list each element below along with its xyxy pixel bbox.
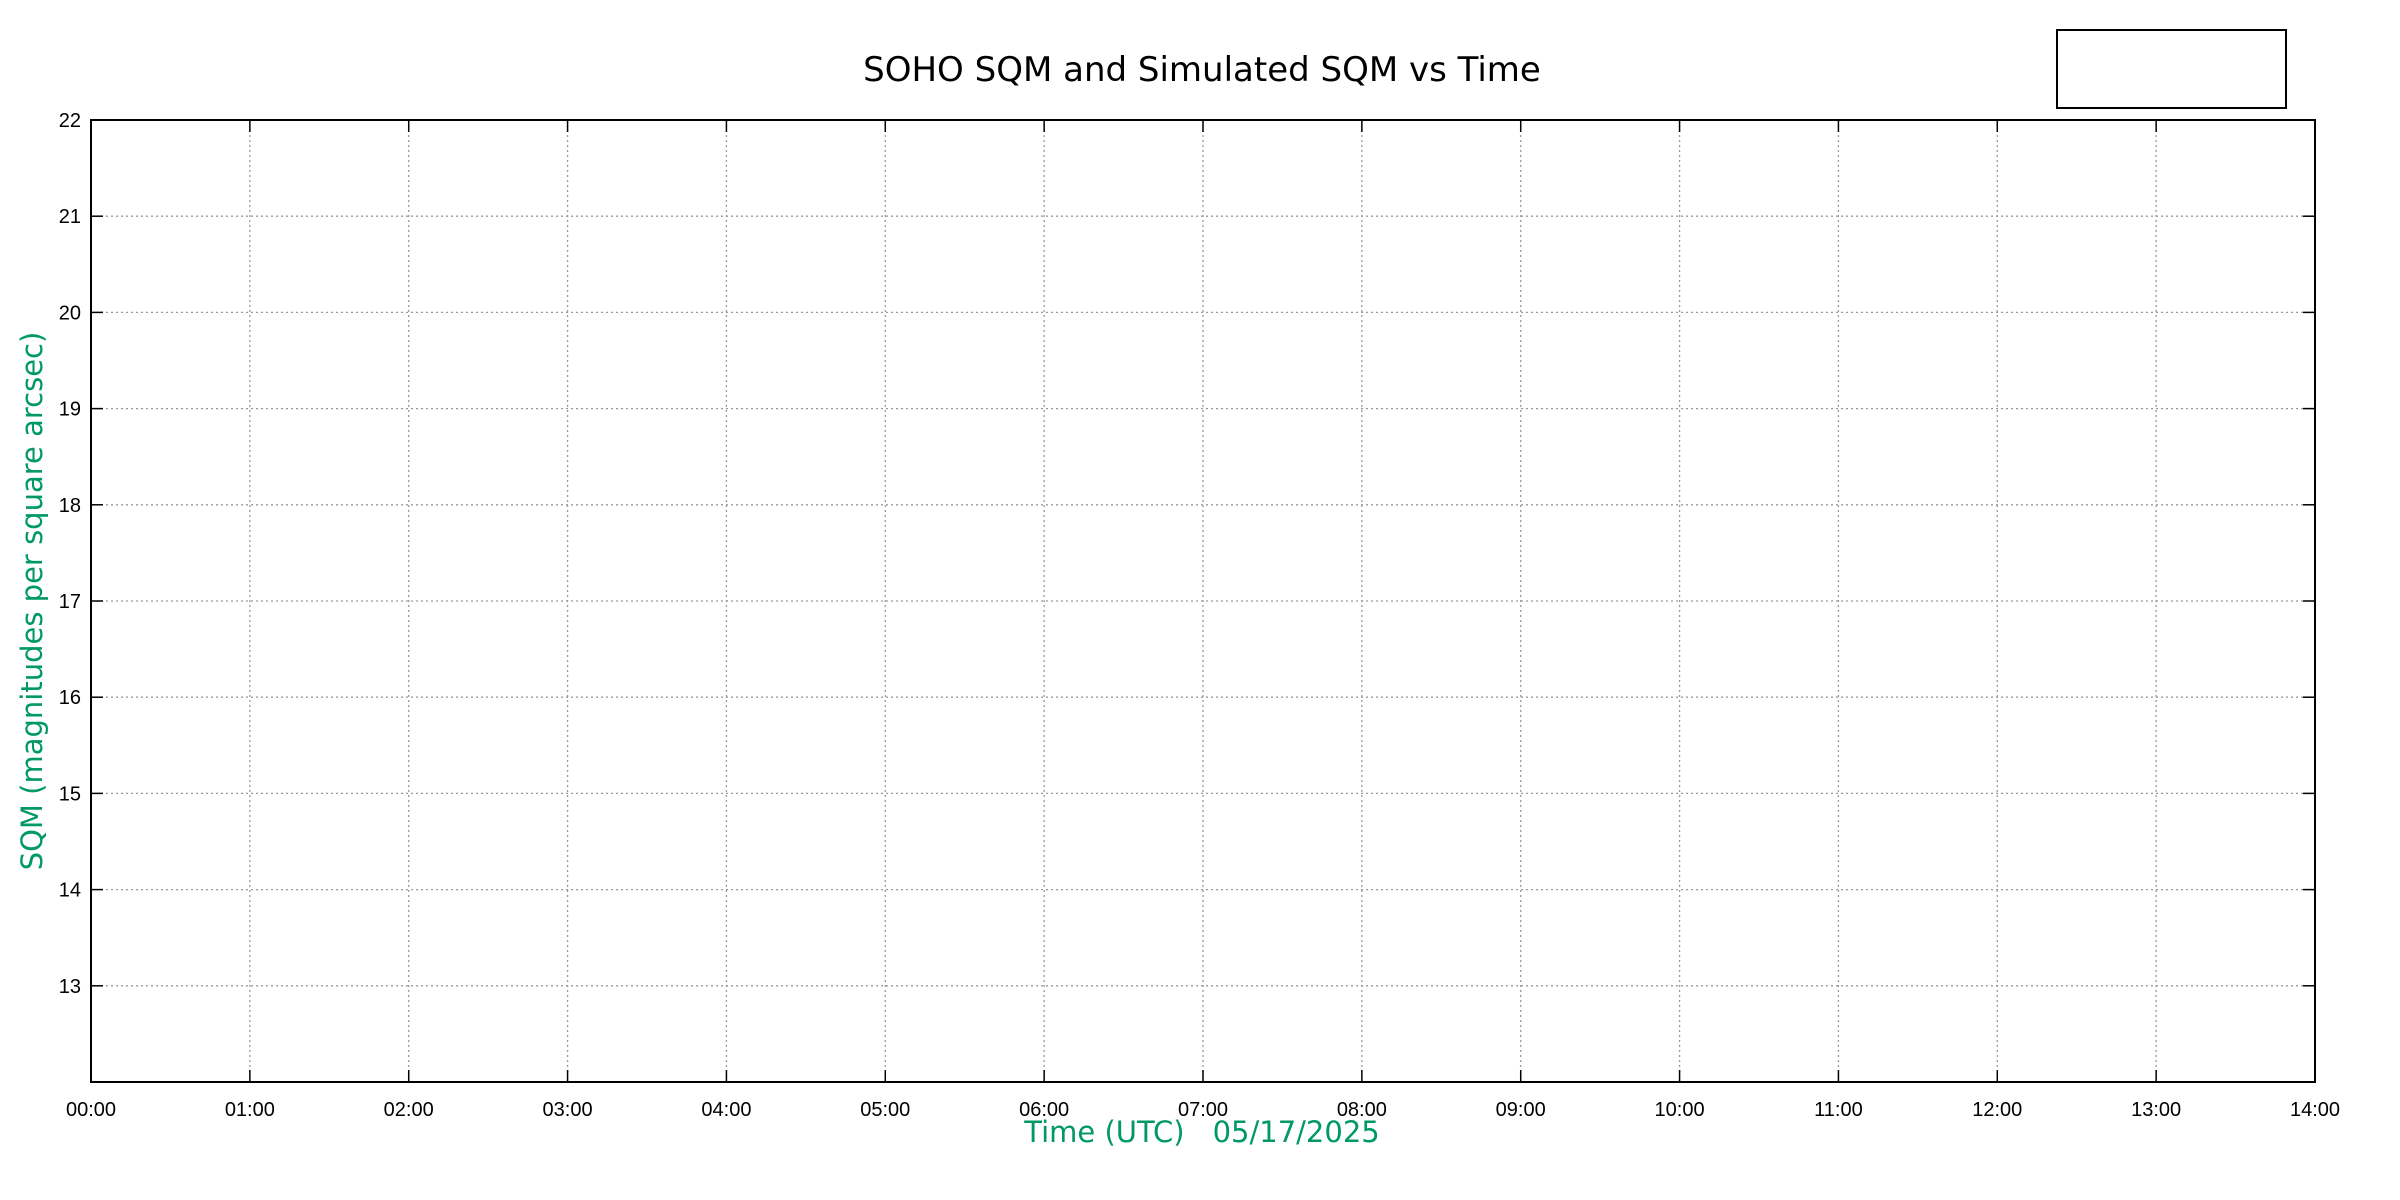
x-tick-label: 02:00 xyxy=(384,1099,434,1121)
x-axis-date: 05/17/2025 xyxy=(1213,1115,1380,1149)
y-tick-label: 18 xyxy=(59,495,81,517)
x-tick-label: 01:00 xyxy=(225,1099,275,1121)
x-tick-label: 07:00 xyxy=(1178,1099,1228,1121)
x-tick-label: 09:00 xyxy=(1496,1099,1546,1121)
x-tick-label: 00:00 xyxy=(66,1099,116,1121)
legend-box xyxy=(2056,29,2287,109)
y-tick-label: 13 xyxy=(59,976,81,998)
chart-title: SOHO SQM and Simulated SQM vs Time xyxy=(863,50,1541,90)
y-tick-label: 17 xyxy=(59,591,81,613)
x-tick-label: 13:00 xyxy=(2131,1099,2181,1121)
x-tick-label: 14:00 xyxy=(2290,1099,2340,1121)
y-tick-label: 14 xyxy=(59,880,81,902)
y-tick-label: 20 xyxy=(59,302,81,324)
y-tick-label: 21 xyxy=(59,206,81,228)
x-tick-label: 10:00 xyxy=(1655,1099,1705,1121)
y-tick-label: 22 xyxy=(59,110,81,132)
grid xyxy=(91,120,2315,1082)
x-tick-label: 08:00 xyxy=(1337,1099,1387,1121)
x-tick-label: 04:00 xyxy=(701,1099,751,1121)
y-tick-label: 15 xyxy=(59,783,81,805)
x-axis-label: Time (UTC) 05/17/2025 xyxy=(1023,1115,1379,1149)
x-axis-label-text: Time (UTC) xyxy=(1023,1115,1184,1149)
x-tick-label: 12:00 xyxy=(1972,1099,2022,1121)
x-tick-label: 05:00 xyxy=(860,1099,910,1121)
x-tick-label: 11:00 xyxy=(1814,1099,1863,1121)
y-tick-label: 19 xyxy=(59,399,81,421)
x-tick-label: 06:00 xyxy=(1019,1099,1069,1121)
y-tick-label: 16 xyxy=(59,687,81,709)
x-tick-label: 03:00 xyxy=(543,1099,593,1121)
y-axis-label: SQM (magnitudes per square arcsec) xyxy=(15,332,49,871)
x-axis: 00:00 01:00 02:00 03:00 04:00 05:00 06:00 07:00… xyxy=(66,120,2340,1121)
y-axis: 13 14 15 16 17 18 19 20 21 22 xyxy=(59,110,2315,998)
